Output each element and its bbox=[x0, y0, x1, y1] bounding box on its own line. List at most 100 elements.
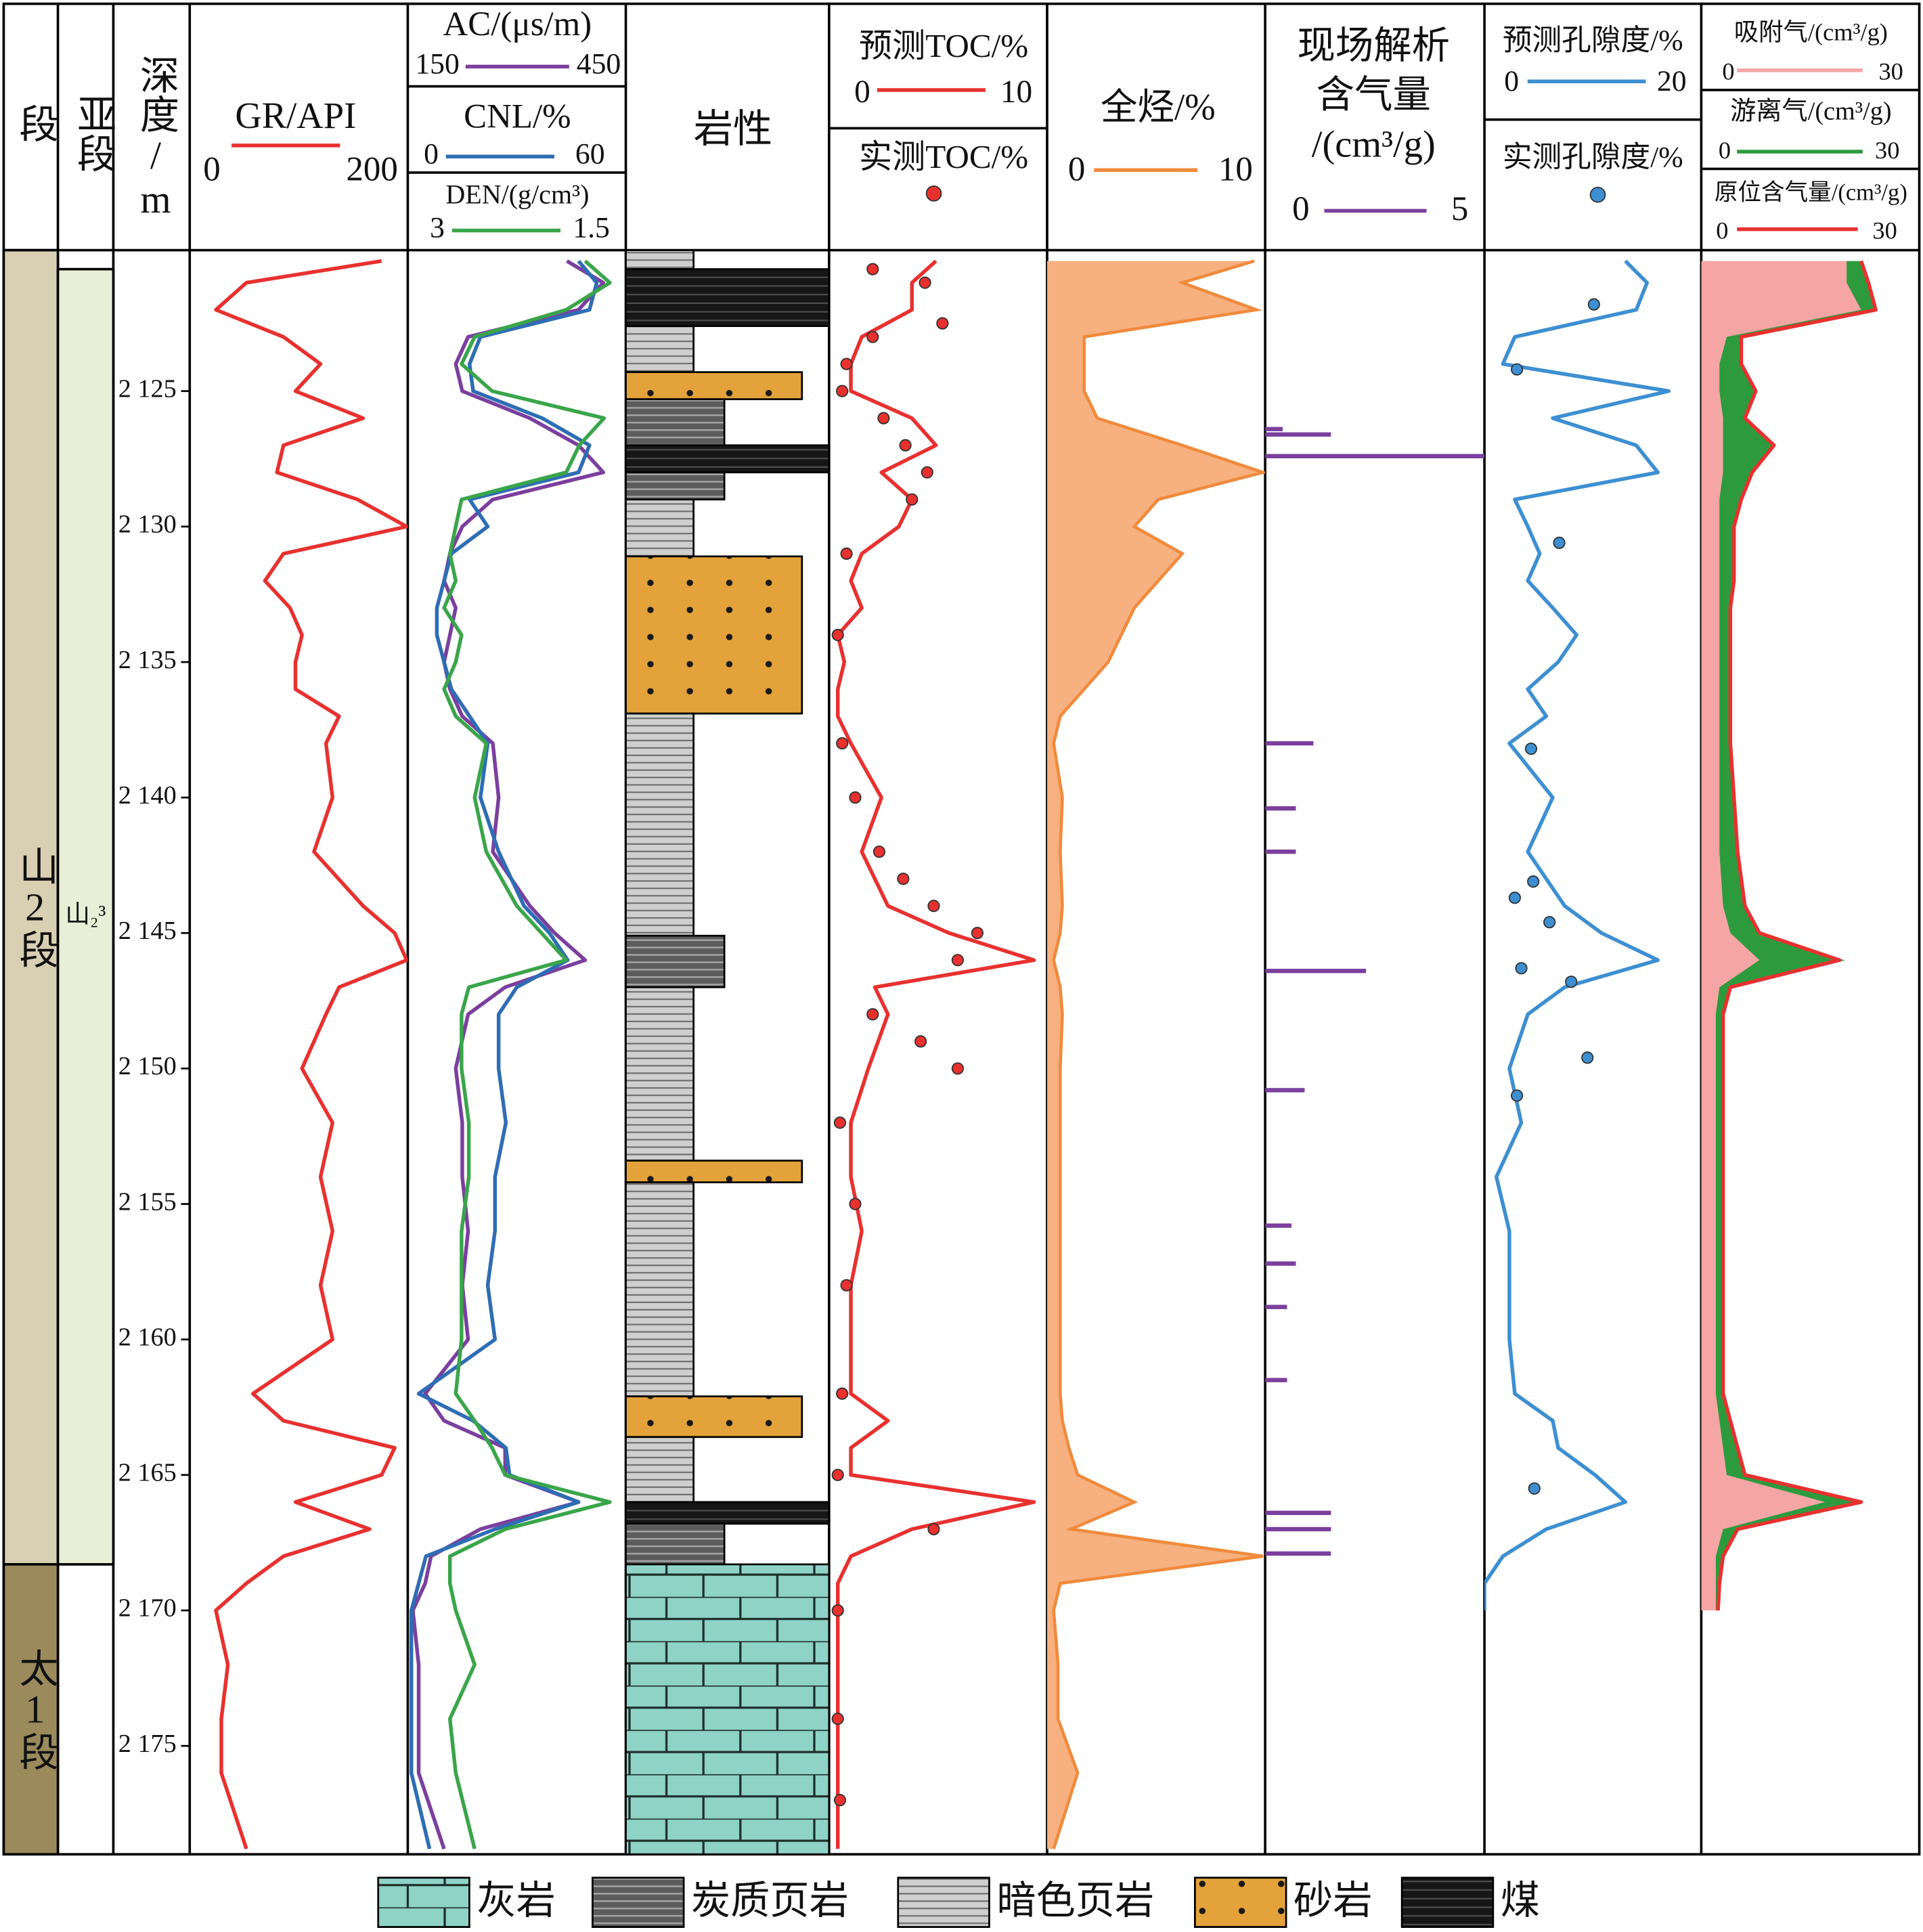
range-label: 0 bbox=[1068, 151, 1085, 189]
lithology-interval bbox=[625, 1181, 695, 1398]
y-tick-label: 2 175 bbox=[118, 1730, 177, 1758]
data-point bbox=[866, 263, 879, 276]
range-label: 20 bbox=[1657, 65, 1687, 97]
track bbox=[1484, 259, 1671, 1610]
legend-marker bbox=[1589, 186, 1606, 203]
data-point bbox=[899, 439, 912, 452]
area-outline bbox=[1052, 259, 1266, 1849]
lithology-interval bbox=[625, 1395, 803, 1439]
data-point bbox=[1553, 536, 1566, 549]
data-point bbox=[849, 791, 862, 804]
curve-title: 吸附气/(cm³/g) bbox=[1734, 18, 1888, 45]
stratum bbox=[56, 267, 115, 1566]
data-point bbox=[921, 466, 933, 479]
area bbox=[1046, 261, 1263, 1849]
data-point bbox=[866, 1008, 879, 1021]
data-point bbox=[840, 357, 853, 370]
range-label: 5 bbox=[1451, 190, 1468, 228]
data-point bbox=[833, 1116, 847, 1129]
range-label: 10 bbox=[1000, 74, 1032, 110]
data-point bbox=[906, 493, 919, 506]
lithology-interval bbox=[625, 986, 695, 1162]
legend-label: 炭质页岩 bbox=[691, 1879, 849, 1923]
data-point bbox=[1543, 916, 1556, 929]
lithology-interval bbox=[625, 1501, 831, 1525]
column-title: 深度/m bbox=[133, 55, 177, 221]
data-point bbox=[1511, 1089, 1524, 1102]
data-point bbox=[1508, 892, 1522, 904]
data-point bbox=[927, 1522, 940, 1535]
data-point bbox=[1524, 742, 1538, 755]
range-label: 0 bbox=[854, 74, 870, 110]
y-tick-label: 2 150 bbox=[118, 1052, 177, 1080]
data-point bbox=[836, 385, 849, 397]
lithology-interval bbox=[625, 712, 695, 937]
range-label: 0 bbox=[203, 151, 220, 189]
track bbox=[214, 259, 408, 1850]
data-point bbox=[872, 846, 886, 858]
data-point bbox=[1565, 975, 1578, 988]
data-point bbox=[1581, 1051, 1594, 1064]
lithology-interval bbox=[625, 555, 803, 715]
data-point bbox=[836, 1387, 849, 1400]
track-title: /(cm³/g) bbox=[1312, 123, 1436, 165]
data-point bbox=[849, 1198, 862, 1210]
frame bbox=[2, 2, 1921, 1856]
curve-title: 全烃/% bbox=[1101, 86, 1216, 127]
data-point bbox=[971, 927, 984, 940]
range-label: 0 bbox=[1292, 190, 1309, 228]
stratum-label: 太1段 bbox=[13, 1648, 58, 1770]
range-label: 0 bbox=[1716, 217, 1728, 244]
line bbox=[836, 259, 1036, 1849]
data-point bbox=[840, 1279, 853, 1292]
legend-swatch bbox=[897, 1876, 990, 1928]
line bbox=[1716, 260, 1878, 1611]
line bbox=[410, 259, 599, 1849]
data-point bbox=[951, 1062, 965, 1075]
line bbox=[442, 259, 612, 1849]
data-point bbox=[936, 317, 949, 330]
data-point bbox=[919, 276, 931, 289]
track bbox=[831, 259, 1036, 1849]
lithology-interval bbox=[625, 444, 831, 474]
curve-title: GR/API bbox=[235, 95, 356, 136]
range-label: 0 bbox=[1719, 137, 1731, 164]
data-point bbox=[1527, 875, 1540, 888]
range-label: 150 bbox=[415, 47, 459, 80]
range-label: 0 bbox=[1504, 65, 1519, 97]
lithology-interval bbox=[625, 398, 726, 447]
range-label: 1.5 bbox=[573, 211, 610, 244]
track bbox=[410, 259, 612, 1850]
legend-label: 煤 bbox=[1501, 1879, 1540, 1923]
y-tick-label: 2 135 bbox=[118, 646, 177, 674]
range-label: 30 bbox=[1872, 217, 1897, 244]
lithology-interval bbox=[625, 325, 695, 374]
area bbox=[1701, 261, 1861, 1610]
data-point bbox=[1511, 363, 1524, 376]
y-tick-label: 2 165 bbox=[118, 1459, 177, 1487]
data-point bbox=[951, 954, 965, 967]
line bbox=[411, 259, 605, 1850]
data-point bbox=[877, 412, 890, 424]
curve-title: CNL/% bbox=[464, 97, 571, 135]
legend-swatch bbox=[1400, 1876, 1495, 1928]
header-divider bbox=[407, 85, 1920, 174]
lithology-interval bbox=[625, 1436, 695, 1503]
lithology-interval bbox=[625, 1522, 726, 1566]
data-point bbox=[831, 1712, 844, 1726]
data-point bbox=[897, 873, 910, 885]
curve-title: 实测孔隙度/% bbox=[1503, 141, 1683, 174]
column-title: 岩性 bbox=[694, 107, 772, 151]
lithology-interval bbox=[625, 498, 695, 558]
curve-title: 原位含气量/(cm³/g) bbox=[1715, 180, 1907, 206]
data-point bbox=[833, 1794, 847, 1807]
legend-label: 灰岩 bbox=[477, 1879, 555, 1923]
data-point bbox=[831, 1468, 844, 1481]
track bbox=[1265, 426, 1485, 1556]
stratum-label: 山2段 bbox=[13, 846, 58, 969]
grid-line bbox=[3, 3, 1920, 1855]
line bbox=[214, 259, 408, 1850]
range-label: 3 bbox=[430, 211, 445, 244]
